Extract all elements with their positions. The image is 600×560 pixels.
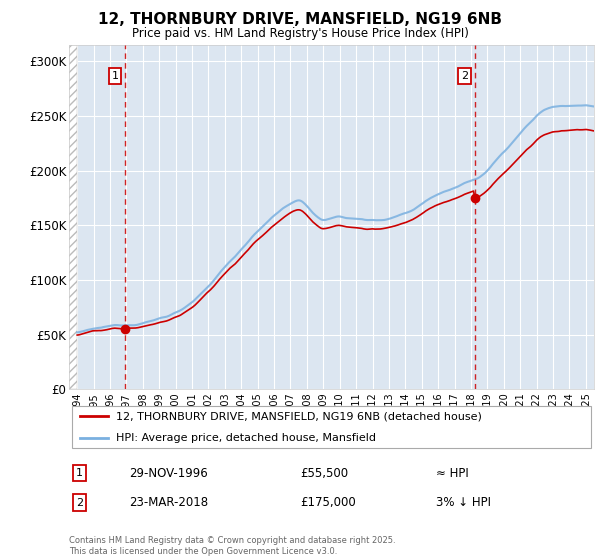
Text: £55,500: £55,500 — [300, 466, 348, 480]
Text: HPI: Average price, detached house, Mansfield: HPI: Average price, detached house, Mans… — [116, 433, 376, 443]
Text: Price paid vs. HM Land Registry's House Price Index (HPI): Price paid vs. HM Land Registry's House … — [131, 27, 469, 40]
Text: 1: 1 — [112, 71, 119, 81]
Text: ≈ HPI: ≈ HPI — [437, 466, 469, 480]
Text: 12, THORNBURY DRIVE, MANSFIELD, NG19 6NB (detached house): 12, THORNBURY DRIVE, MANSFIELD, NG19 6NB… — [116, 411, 482, 421]
Text: 29-NOV-1996: 29-NOV-1996 — [130, 466, 208, 480]
Text: 12, THORNBURY DRIVE, MANSFIELD, NG19 6NB: 12, THORNBURY DRIVE, MANSFIELD, NG19 6NB — [98, 12, 502, 27]
Bar — [69, 45, 77, 389]
Text: 2: 2 — [461, 71, 468, 81]
Text: £175,000: £175,000 — [300, 496, 356, 509]
Text: 3% ↓ HPI: 3% ↓ HPI — [437, 496, 491, 509]
Text: Contains HM Land Registry data © Crown copyright and database right 2025.
This d: Contains HM Land Registry data © Crown c… — [69, 536, 395, 556]
FancyBboxPatch shape — [71, 405, 592, 449]
Text: 2: 2 — [76, 498, 83, 507]
Text: 1: 1 — [76, 468, 83, 478]
Text: 23-MAR-2018: 23-MAR-2018 — [130, 496, 209, 509]
